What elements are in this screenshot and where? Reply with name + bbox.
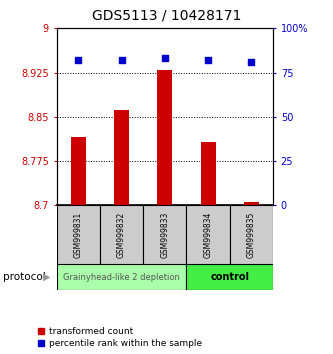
Bar (186, 205, 230, 264)
Bar (100, 205, 143, 264)
Bar (200, 142, 216, 205)
Bar (57, 264, 186, 290)
Point (249, 59, 254, 65)
Bar (71, 137, 86, 205)
Legend: transformed count, percentile rank within the sample: transformed count, percentile rank withi… (38, 327, 202, 348)
Bar (57, 205, 100, 264)
Text: GSM999832: GSM999832 (117, 211, 126, 258)
Text: GSM999831: GSM999831 (74, 211, 83, 258)
Bar (186, 264, 273, 290)
Text: control: control (210, 272, 249, 282)
Text: protocol: protocol (3, 272, 46, 282)
Text: GDS5113 / 10428171: GDS5113 / 10428171 (92, 9, 241, 23)
Point (162, 56, 167, 61)
Bar (157, 70, 172, 205)
Text: GSM999834: GSM999834 (203, 211, 213, 258)
Bar (244, 202, 259, 205)
Text: GSM999835: GSM999835 (247, 211, 256, 258)
Bar (230, 205, 273, 264)
Text: Grainyhead-like 2 depletion: Grainyhead-like 2 depletion (63, 273, 180, 281)
Point (76, 57, 81, 63)
Point (119, 57, 124, 63)
Text: GSM999833: GSM999833 (160, 211, 169, 258)
Bar (143, 205, 186, 264)
Bar (114, 110, 129, 205)
Text: ▶: ▶ (43, 272, 51, 282)
Point (205, 57, 211, 63)
